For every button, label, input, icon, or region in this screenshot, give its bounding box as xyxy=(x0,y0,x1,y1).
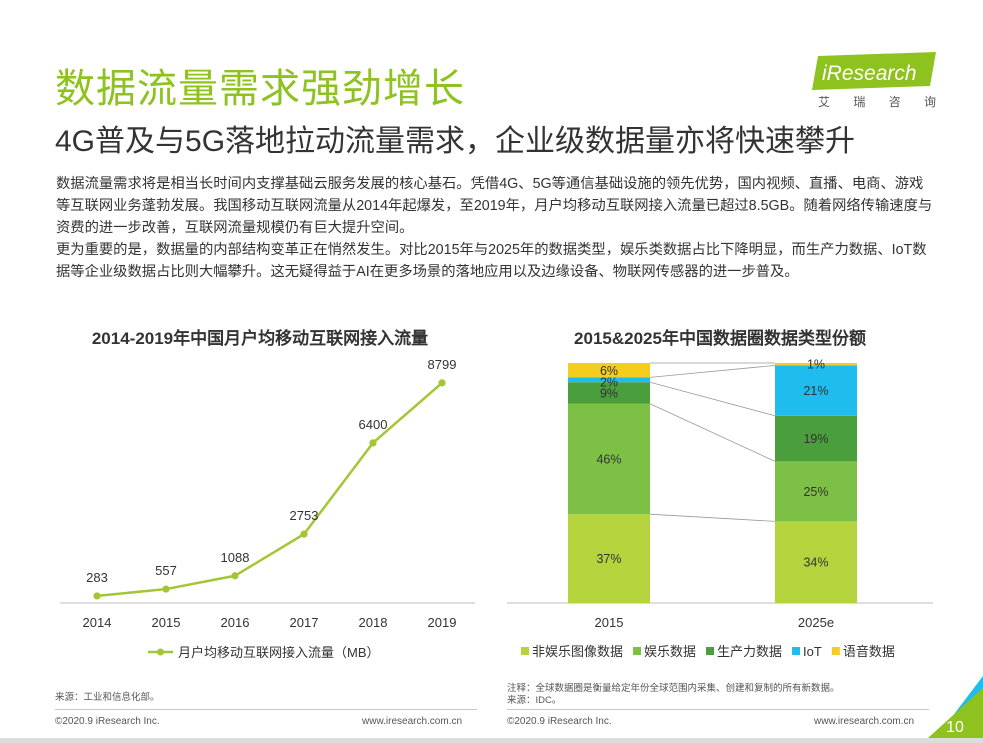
bar-segment xyxy=(568,377,650,383)
bar-segment xyxy=(568,403,650,515)
legend-swatch xyxy=(633,647,642,655)
legend-swatch xyxy=(521,647,529,655)
legend-label: IoT xyxy=(803,644,822,659)
bar-legend: 非娱乐图像数据 娱乐数据 生产力数据 IoT 语音数据 xyxy=(521,644,895,659)
logo-cn-char: 瑞 xyxy=(853,95,866,109)
data-point xyxy=(231,572,239,580)
x-tick-label: 2016 xyxy=(221,615,250,630)
page-corner-decoration: 10 xyxy=(928,676,983,738)
segment-label: 46% xyxy=(596,453,621,467)
line-chart-title: 2014-2019年中国月户均移动互联网接入流量 xyxy=(91,329,429,348)
segment-label: 1% xyxy=(807,358,825,372)
data-label: 2753 xyxy=(290,508,319,523)
bar-segment xyxy=(775,415,857,462)
logo-cn-char: 咨 xyxy=(888,95,901,109)
logo-graphic: iResearch xyxy=(812,52,936,90)
bar-segment xyxy=(568,382,650,404)
legend-swatch xyxy=(706,647,715,655)
body-paragraph-2: 更为重要的是，数据量的内部结构变革正在悄然发生。对比2015年与2025年的数据… xyxy=(56,242,927,280)
bar-segments: 37% 46% 9%2%6% 34% 25% 19% 21% 1% xyxy=(568,358,857,603)
logo-cn-char: 艾 xyxy=(818,95,831,109)
connector-line xyxy=(649,365,776,378)
logo-badge-shape xyxy=(812,52,936,90)
data-label: 1088 xyxy=(221,550,250,565)
segment-label: 19% xyxy=(803,432,828,446)
logo-cn-char: 询 xyxy=(923,95,936,109)
logo-cn-text: 艾 瑞 咨 询 xyxy=(818,93,936,110)
segment-label: 9% xyxy=(600,387,618,401)
data-point xyxy=(93,592,101,600)
stacked-bar-chart: 37% 46% 9%2%6% 34% 25% 19% 21% 1% 2015 2025e 非娱乐… xyxy=(507,358,933,659)
bar-chart-title: 2015&2025年中国数据圈数据类型份额 xyxy=(574,329,866,348)
iresearch-logo: iResearch xyxy=(810,52,940,110)
data-point xyxy=(162,585,170,593)
segment-label: 21% xyxy=(803,384,828,398)
x-tick-label: 2015 xyxy=(152,615,181,630)
data-point xyxy=(369,439,377,447)
connector-line xyxy=(649,403,776,462)
legend-swatch xyxy=(792,647,801,655)
website-link-right[interactable]: www.iresearch.com.cn xyxy=(814,716,915,727)
connector-line xyxy=(649,381,776,417)
connector-line xyxy=(649,513,776,522)
body-paragraph-1: 数据流量需求将是相当长时间内支撑基础云服务发展的核心基石。凭借4G、5G等通信基… xyxy=(56,176,933,236)
page-title: 数据流量需求强劲增长 xyxy=(55,67,465,111)
line-legend: 月户均移动互联网接入流量（MB） xyxy=(148,645,380,660)
data-point xyxy=(438,379,446,387)
x-tick-label: 2017 xyxy=(290,615,319,630)
footer-divider-right xyxy=(507,709,929,710)
legend-line-marker xyxy=(157,648,164,656)
x-tick-label: 2025e xyxy=(798,615,834,630)
line-series-group: 283 557 1088 2753 6400 8799 xyxy=(86,357,456,600)
legend-label: 语音数据 xyxy=(843,644,895,659)
page-subtitle: 4G普及与5G落地拉动流量需求，企业级数据量亦将快速攀升 xyxy=(55,125,856,158)
bar-segment xyxy=(775,363,857,366)
data-label: 283 xyxy=(86,570,108,585)
bar-segment xyxy=(568,514,650,603)
data-point xyxy=(300,530,308,538)
bar-segment xyxy=(775,365,857,416)
logo-text: iResearch xyxy=(822,62,917,85)
right-source-note: 来源：IDC。 xyxy=(507,695,562,706)
segment-label: 34% xyxy=(803,556,828,570)
data-label: 557 xyxy=(155,563,177,578)
bar-segment xyxy=(775,461,857,522)
copyright-left: ©2020.9 iResearch Inc. xyxy=(55,716,160,727)
body-text: 数据流量需求将是相当长时间内支撑基础云服务发展的核心基石。凭借4G、5G等通信基… xyxy=(56,173,936,283)
bottom-bar xyxy=(0,738,983,743)
data-label: 6400 xyxy=(359,417,388,432)
bar-segment xyxy=(775,521,857,603)
legend-label: 娱乐数据 xyxy=(644,644,696,659)
legend-label: 非娱乐图像数据 xyxy=(532,644,623,659)
corner-triangle-green xyxy=(928,688,983,738)
bar-x-tick-labels: 2015 2025e xyxy=(595,615,835,630)
legend-label: 生产力数据 xyxy=(717,644,782,659)
bar-segment xyxy=(568,363,650,378)
x-tick-label: 2014 xyxy=(83,615,112,630)
data-label: 8799 xyxy=(428,357,457,372)
segment-label: 2% xyxy=(600,375,618,389)
bar-connector-lines xyxy=(649,362,776,522)
website-link-left[interactable]: www.iresearch.com.cn xyxy=(362,716,463,727)
series-line xyxy=(96,381,443,598)
x-tick-labels: 2014 2015 2016 2017 2018 2019 xyxy=(83,615,457,630)
copyright-right: ©2020.9 iResearch Inc. xyxy=(507,716,612,727)
segment-label: 6% xyxy=(600,364,618,378)
left-source-note: 来源：工业和信息化部。 xyxy=(55,692,160,703)
footer-divider-left xyxy=(55,709,477,710)
segment-label: 25% xyxy=(803,485,828,499)
right-annotation-note: 注释：全球数据圈是衡量给定年份全球范围内采集、创建和复制的所有新数据。 xyxy=(507,683,840,694)
legend-line-label: 月户均移动互联网接入流量（MB） xyxy=(178,645,380,660)
x-tick-label: 2018 xyxy=(359,615,388,630)
segment-label: 37% xyxy=(596,552,621,566)
x-tick-label: 2019 xyxy=(428,615,457,630)
x-tick-label: 2015 xyxy=(595,615,624,630)
legend-swatch xyxy=(831,647,840,655)
page-number: 10 xyxy=(946,719,964,736)
